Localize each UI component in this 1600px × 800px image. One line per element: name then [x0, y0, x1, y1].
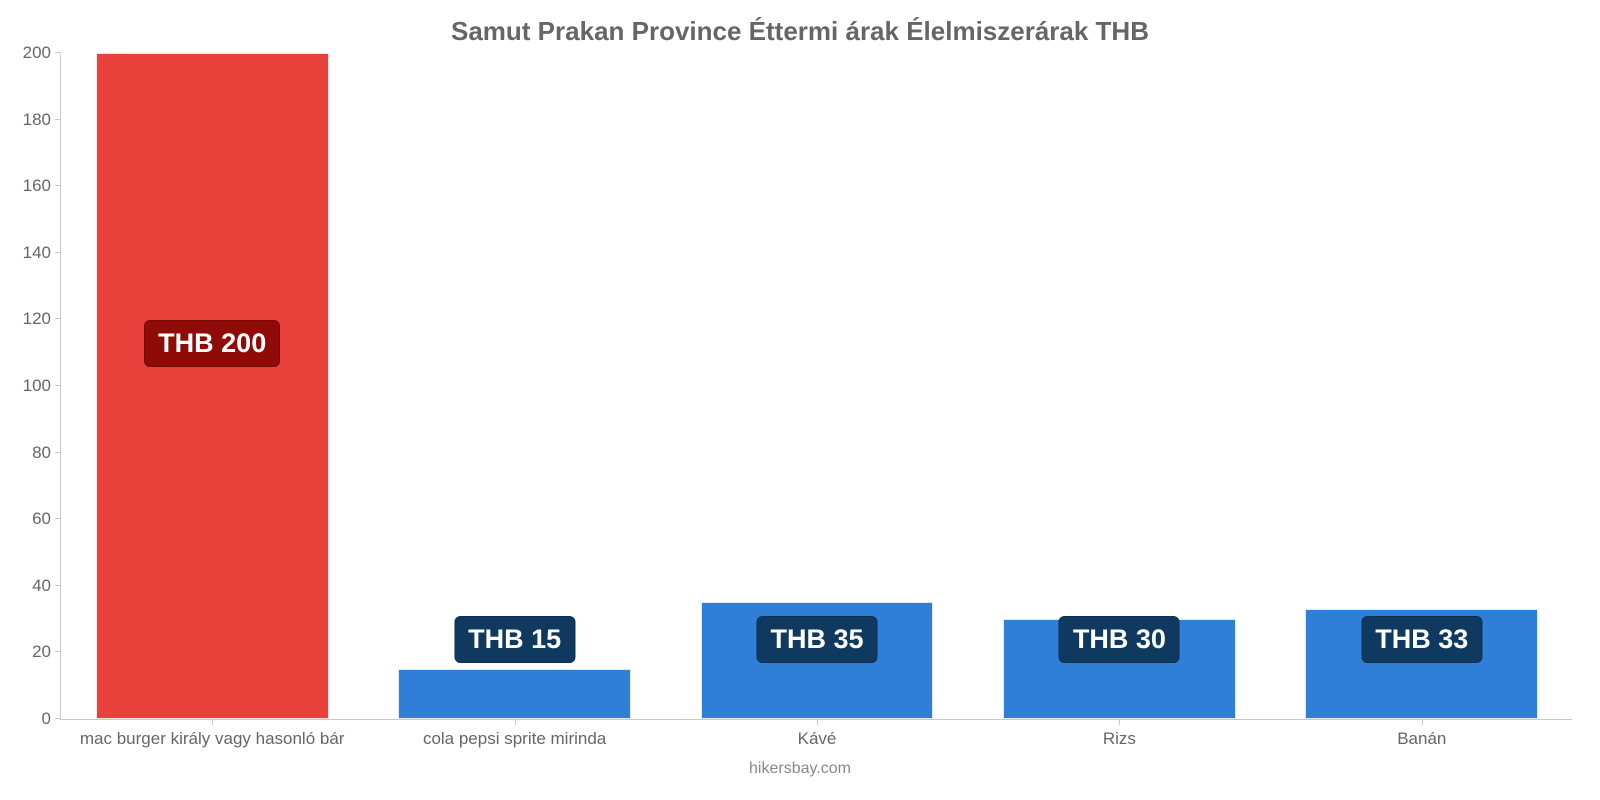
x-tick-mark — [515, 719, 516, 725]
y-tick-mark — [55, 318, 61, 319]
y-tick-mark — [55, 585, 61, 586]
chart-title: Samut Prakan Province Éttermi árak Élelm… — [0, 16, 1600, 47]
y-tick-mark — [55, 385, 61, 386]
y-tick-label: 160 — [11, 176, 51, 196]
bar — [96, 53, 329, 719]
y-tick-label: 20 — [11, 642, 51, 662]
x-tick-mark — [1422, 719, 1423, 725]
y-tick-mark — [55, 452, 61, 453]
y-tick-label: 0 — [11, 709, 51, 729]
value-badge: THB 200 — [144, 320, 280, 367]
x-tick-mark — [817, 719, 818, 725]
y-tick-label: 40 — [11, 576, 51, 596]
y-tick-mark — [55, 252, 61, 253]
value-badge: THB 35 — [756, 616, 877, 663]
y-tick-label: 120 — [11, 309, 51, 329]
value-badge: THB 30 — [1059, 616, 1180, 663]
bar — [398, 669, 631, 719]
x-tick-mark — [212, 719, 213, 725]
category-label: Kávé — [669, 729, 965, 749]
category-label: Rizs — [971, 729, 1267, 749]
source-label: hikersbay.com — [0, 760, 1600, 778]
value-badge: THB 33 — [1361, 616, 1482, 663]
category-label: mac burger király vagy hasonló bár — [64, 729, 360, 749]
x-tick-mark — [1119, 719, 1120, 725]
y-tick-label: 200 — [11, 43, 51, 63]
category-label: cola pepsi sprite mirinda — [366, 729, 662, 749]
y-tick-label: 80 — [11, 443, 51, 463]
price-bar-chart: Samut Prakan Province Éttermi árak Élelm… — [0, 0, 1600, 800]
category-label: Banán — [1274, 729, 1570, 749]
value-badge: THB 15 — [454, 616, 575, 663]
y-tick-label: 180 — [11, 110, 51, 130]
y-tick-label: 100 — [11, 376, 51, 396]
y-tick-mark — [55, 119, 61, 120]
plot-area: 020406080100120140160180200THB 200mac bu… — [60, 54, 1572, 720]
y-tick-label: 140 — [11, 243, 51, 263]
y-tick-label: 60 — [11, 509, 51, 529]
y-tick-mark — [55, 651, 61, 652]
y-tick-mark — [55, 185, 61, 186]
y-tick-mark — [55, 518, 61, 519]
y-tick-mark — [55, 718, 61, 719]
y-tick-mark — [55, 52, 61, 53]
